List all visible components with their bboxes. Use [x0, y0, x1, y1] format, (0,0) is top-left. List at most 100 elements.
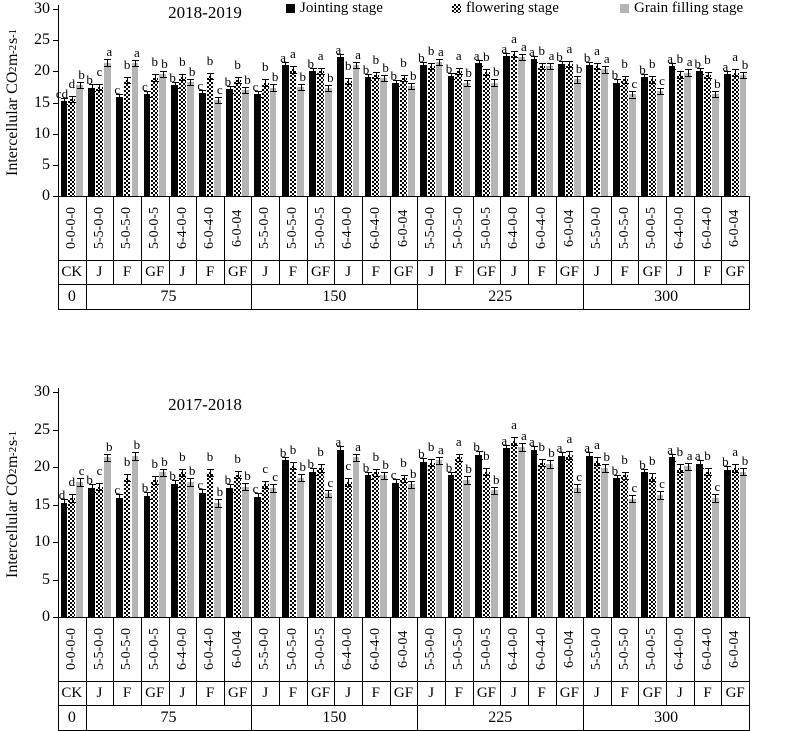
sig-letter: a	[529, 434, 535, 449]
error-bar-cap	[365, 80, 373, 82]
error-bar	[265, 79, 267, 86]
treatment-label: 5-5-0-0	[423, 628, 439, 670]
sig-letter: b	[492, 471, 500, 487]
error-bar-cap	[254, 500, 262, 502]
treatment-label: 6-4-0-0	[340, 207, 356, 249]
error-bar	[514, 50, 516, 57]
error-bar-cap	[151, 74, 159, 76]
treatment-label: 6-0-04	[727, 209, 743, 247]
error-bar-cap	[696, 467, 704, 469]
error-bar	[660, 88, 662, 95]
bar-grainfilling	[324, 493, 332, 617]
error-bar-cap	[428, 466, 436, 468]
error-bar-cap	[483, 475, 491, 477]
error-bar	[431, 62, 433, 69]
bar-jointing	[668, 457, 676, 617]
bar-flowering	[206, 472, 214, 617]
error-bar	[541, 458, 543, 467]
error-bar-cap	[159, 476, 167, 477]
table-cell-border	[472, 617, 474, 705]
sig-letter: b	[465, 461, 472, 476]
sig-letter: c	[714, 479, 721, 494]
error-bar-cap	[96, 83, 104, 85]
bar-grainfilling	[435, 460, 443, 617]
table-cell-border	[334, 196, 336, 284]
sig-letter: a	[290, 46, 296, 62]
sig-letter: b	[694, 56, 701, 72]
error-bar-cap	[447, 73, 455, 75]
error-bar-cap	[475, 458, 483, 460]
error-bar	[403, 474, 405, 482]
error-bar-cap	[96, 90, 104, 92]
stage-label: J	[179, 684, 186, 701]
bar-jointing	[281, 460, 289, 617]
bar-flowering	[68, 497, 76, 617]
error-bar-cap	[131, 459, 139, 461]
error-bar-cap	[629, 97, 637, 99]
treatment-label: 6-0-4-0	[202, 628, 217, 670]
table-group-border	[749, 284, 750, 310]
bar-jointing	[447, 76, 455, 196]
table-cell-border	[749, 196, 750, 284]
error-bar-cap	[420, 61, 428, 63]
sig-letter: b	[548, 445, 555, 461]
error-bar	[134, 60, 136, 67]
stage-label: GF	[310, 684, 331, 701]
error-bar	[596, 457, 598, 465]
error-bar-cap	[400, 81, 408, 83]
error-bar-cap	[104, 59, 112, 61]
error-bar-cap	[159, 468, 167, 470]
error-bar	[162, 468, 164, 476]
bar-grainfilling	[656, 91, 664, 196]
error-bar-cap	[546, 68, 554, 70]
error-bar-cap	[475, 60, 483, 62]
error-bar	[533, 446, 535, 454]
sig-letter: b	[575, 61, 583, 77]
sig-letter: b	[78, 66, 85, 82]
error-bar-cap	[511, 444, 519, 446]
bar-flowering	[704, 75, 711, 196]
y-tick-mark	[53, 40, 58, 42]
treatment-label: 5-0-0-5	[478, 207, 494, 249]
error-bar-cap	[242, 93, 250, 95]
stage-label: J	[428, 263, 435, 280]
error-bar-cap	[297, 473, 305, 475]
sig-letter: b	[418, 446, 425, 461]
y-axis-line	[58, 5, 59, 196]
sig-letter: b	[704, 447, 711, 463]
error-bar-cap	[226, 92, 234, 94]
sig-letter: b	[621, 451, 628, 467]
error-bar-cap	[613, 85, 621, 87]
error-bar-cap	[270, 491, 278, 493]
bar-jointing	[226, 488, 234, 617]
sig-letter: b	[327, 70, 334, 86]
error-bar-cap	[546, 460, 554, 462]
error-bar-cap	[455, 453, 463, 455]
bar-flowering	[427, 462, 435, 617]
error-bar-cap	[641, 468, 649, 470]
error-bar-cap	[593, 464, 601, 466]
bar-flowering	[510, 53, 518, 196]
sig-letter: c	[114, 482, 121, 497]
error-bar-cap	[455, 68, 463, 70]
treatment-label: 6-0-04	[395, 630, 411, 668]
error-bar-cap	[171, 81, 179, 83]
error-bar-cap	[226, 491, 234, 493]
sig-letter: c	[216, 81, 223, 97]
bar-jointing	[502, 55, 510, 196]
error-bar-cap	[116, 93, 124, 95]
bar-grainfilling	[352, 457, 360, 617]
error-bar	[320, 464, 322, 472]
error-bar	[438, 456, 440, 464]
treatment-label: 6-0-4-0	[699, 207, 715, 249]
error-bar-cap	[353, 453, 361, 455]
sig-letter: b	[372, 448, 380, 464]
rate-group-label: 150	[322, 709, 347, 726]
error-bar-cap	[143, 90, 151, 92]
error-bar	[533, 55, 535, 62]
error-bar	[154, 476, 156, 484]
bar-flowering	[261, 82, 269, 196]
error-bar	[257, 493, 259, 501]
error-bar-cap	[428, 458, 436, 460]
error-bar	[273, 484, 275, 492]
